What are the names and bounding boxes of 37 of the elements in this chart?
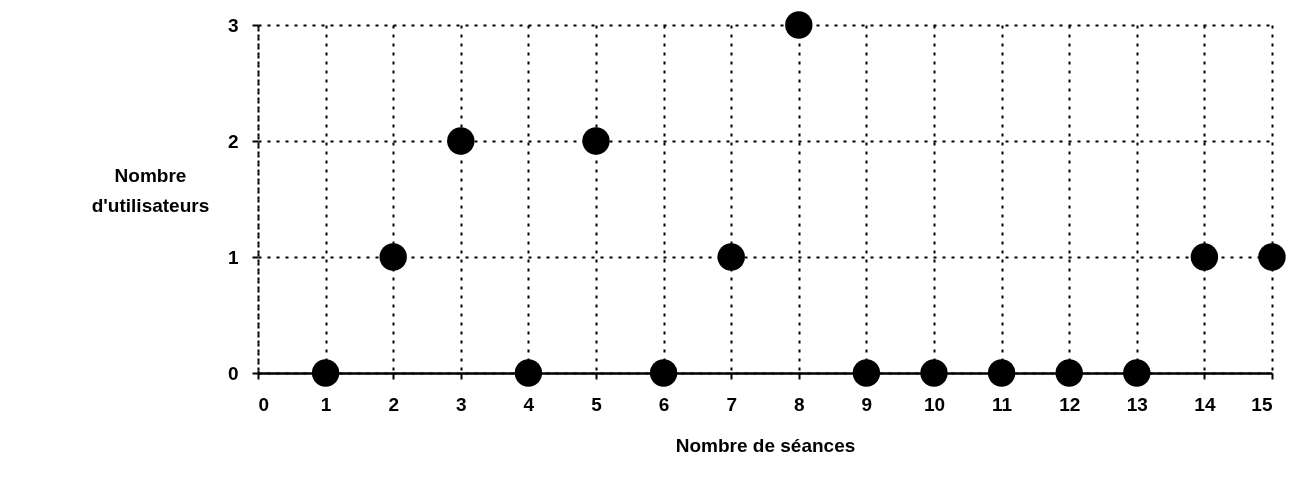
- point: [514, 359, 543, 387]
- x-tick-label: 10: [923, 393, 946, 415]
- x-tick-label: 8: [794, 393, 805, 415]
- x-tick-label: 1: [320, 393, 332, 415]
- point: [852, 359, 881, 387]
- y-tick-label: 3: [227, 14, 239, 36]
- point: [582, 127, 610, 155]
- point: [1258, 243, 1286, 271]
- x-tick-label: 3: [456, 393, 467, 415]
- point: [649, 359, 678, 387]
- y-tick-label: 0: [227, 362, 239, 384]
- point: [785, 11, 813, 39]
- x-tick-label: 5: [591, 393, 603, 415]
- y-axis-title: Nombre d'utilisateurs: [91, 164, 210, 216]
- x-tick-label: 14: [1194, 393, 1216, 415]
- x-axis-title: Nombre de séances: [675, 434, 856, 456]
- y-tick-label: 2: [227, 130, 239, 152]
- point: [1190, 243, 1219, 271]
- point: [1123, 359, 1151, 387]
- x-tick-label: 4: [523, 393, 535, 415]
- x-tick-label: 2: [388, 393, 399, 415]
- x-tick-label: 13: [1126, 393, 1148, 415]
- point: [920, 359, 948, 387]
- point: [987, 359, 1016, 387]
- x-tick-label: 6: [658, 393, 670, 415]
- x-tick-label: 15: [1251, 393, 1273, 415]
- x-tick-label: 7: [726, 393, 737, 415]
- point: [1055, 359, 1083, 387]
- point: [447, 127, 475, 155]
- point: [311, 359, 340, 387]
- point: [717, 243, 745, 271]
- x-tick-label: 0: [258, 393, 270, 415]
- x-tick-label: 9: [861, 393, 873, 415]
- y-tick-label: 1: [227, 246, 239, 268]
- x-tick-label: 12: [1059, 393, 1081, 415]
- x-tick-label: 11: [992, 393, 1013, 415]
- point: [379, 243, 407, 271]
